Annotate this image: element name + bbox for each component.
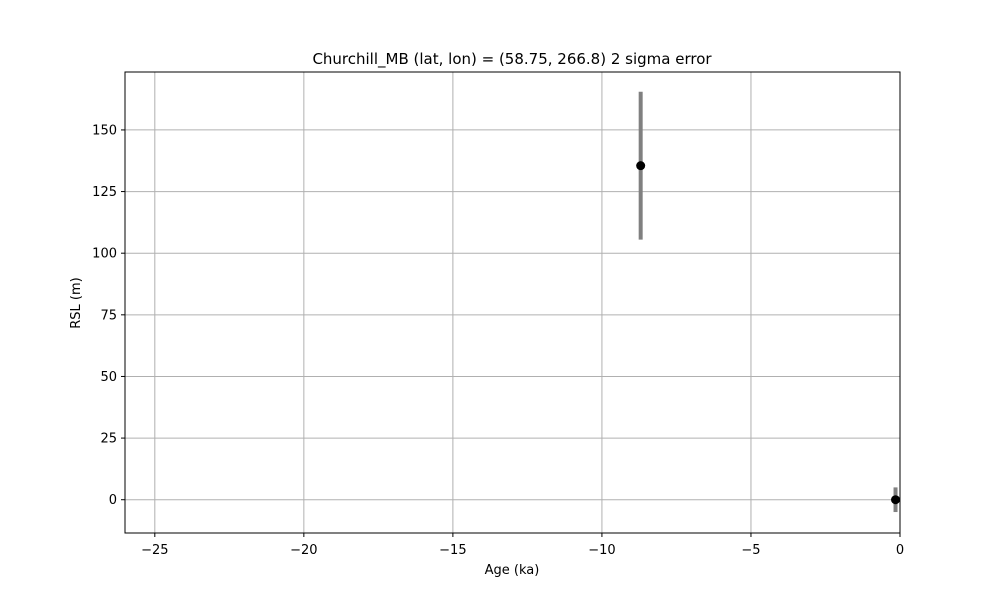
y-axis-ticks: 0 25 50 75 100 125 150 bbox=[92, 123, 125, 508]
data-points bbox=[636, 161, 901, 505]
x-tick-label: −5 bbox=[741, 543, 760, 558]
x-tick-label: −15 bbox=[439, 543, 466, 558]
y-tick-label: 75 bbox=[100, 308, 117, 323]
y-tick-label: 150 bbox=[92, 123, 117, 138]
x-tick-label: 0 bbox=[896, 543, 904, 558]
chart-title: Churchill_MB (lat, lon) = (58.75, 266.8)… bbox=[312, 50, 712, 69]
y-tick-label: 100 bbox=[92, 247, 117, 262]
x-tick-label: −20 bbox=[290, 543, 317, 558]
y-tick-label: 0 bbox=[109, 493, 117, 508]
x-tick-label: −10 bbox=[588, 543, 615, 558]
data-point bbox=[636, 161, 646, 171]
x-tick-label: −25 bbox=[141, 543, 168, 558]
plot-frame bbox=[124, 71, 901, 534]
y-tick-label: 25 bbox=[100, 432, 117, 447]
y-axis-title: RSL (m) bbox=[69, 277, 84, 328]
y-tick-label: 50 bbox=[100, 370, 117, 385]
data-point bbox=[891, 495, 901, 505]
y-tick-label: 125 bbox=[92, 185, 117, 200]
x-axis-ticks: −25 −20 −15 −10 −5 0 bbox=[141, 533, 904, 558]
x-axis-title: Age (ka) bbox=[485, 563, 540, 578]
